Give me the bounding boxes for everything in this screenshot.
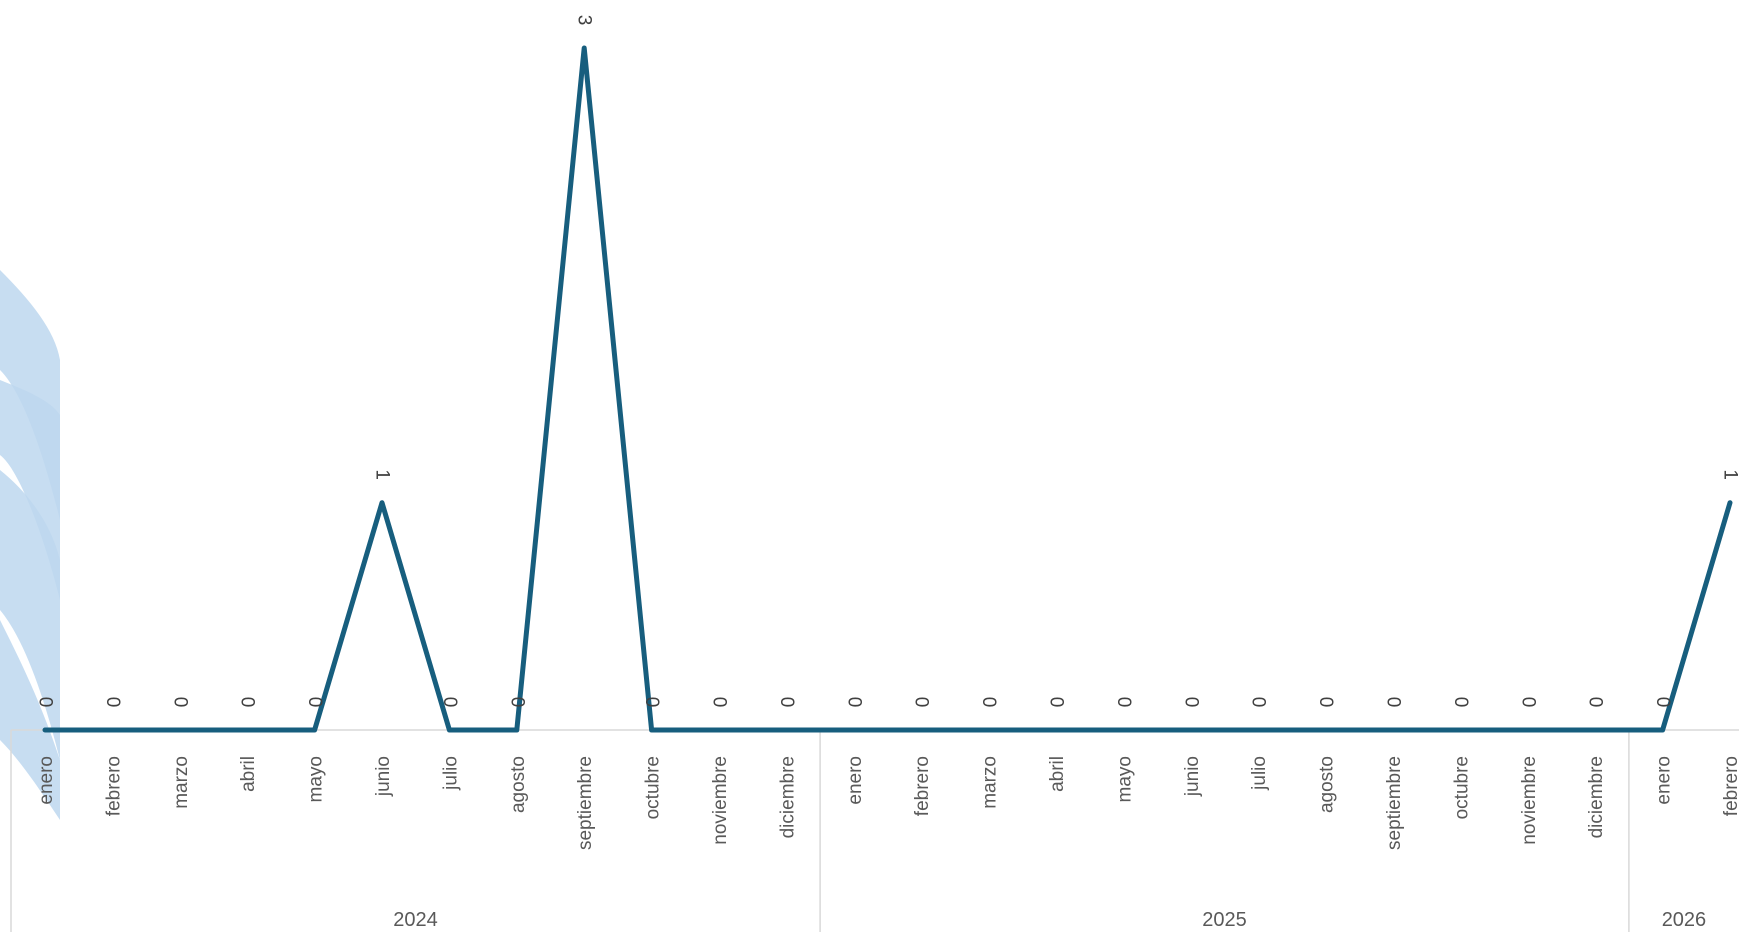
data-label: 0 — [304, 697, 325, 708]
data-label: 0 — [1315, 697, 1336, 708]
data-label: 0 — [102, 697, 123, 708]
watermark-logo — [0, 270, 60, 820]
year-label: 2024 — [393, 909, 438, 931]
data-label: 0 — [35, 697, 56, 708]
year-label-layer: 2024 2025 2026 — [393, 909, 1706, 931]
x-tick-label: julio — [440, 756, 461, 791]
x-tick-label: abril — [1047, 756, 1068, 792]
x-tick-label: octubre — [1451, 756, 1472, 819]
watermark-shape — [0, 470, 60, 760]
x-axis — [10, 729, 1739, 932]
x-tick-label: noviembre — [710, 756, 731, 845]
data-label: 0 — [843, 697, 864, 708]
x-tick-label: mayo — [306, 756, 327, 802]
data-label: 0 — [1450, 697, 1471, 708]
watermark-shape — [0, 620, 60, 820]
x-tick-label: abril — [238, 756, 259, 792]
x-tick-label: febrero — [912, 756, 933, 816]
x-tick-label: agosto — [1317, 756, 1338, 813]
data-label: 0 — [776, 697, 797, 708]
data-label: 0 — [641, 697, 662, 708]
data-label: 0 — [1652, 697, 1673, 708]
x-tick-label-layer: enero febrero marzo abril mayo junio julio agos… — [36, 756, 1739, 850]
x-tick-label: marzo — [171, 756, 192, 809]
data-label: 0 — [978, 697, 999, 708]
x-tick-label: junio — [1182, 756, 1203, 797]
year-label: 2026 — [1662, 909, 1707, 931]
x-tick-label: noviembre — [1519, 756, 1540, 845]
x-tick-label: octubre — [643, 756, 664, 819]
x-tick-label: junio — [373, 756, 394, 797]
data-label: 1 — [1720, 469, 1739, 480]
data-label: 0 — [1046, 697, 1067, 708]
data-label: 0 — [169, 697, 190, 708]
x-tick-label: diciembre — [777, 756, 798, 838]
data-label: 0 — [1517, 697, 1538, 708]
data-label: 0 — [1248, 697, 1269, 708]
x-tick-label: septiembre — [575, 756, 596, 850]
x-tick-label: enero — [36, 756, 57, 805]
x-tick-label: diciembre — [1586, 756, 1607, 838]
series-line — [42, 45, 1733, 733]
data-label: 1 — [372, 469, 393, 480]
data-label: 0 — [709, 697, 730, 708]
data-label-layer: 0 0 0 0 0 1 0 0 3 0 0 0 0 0 0 0 0 0 0 0 0 0 0 0 0 1 — [35, 15, 1739, 708]
x-tick-label: mayo — [1114, 756, 1135, 802]
x-tick-label: enero — [845, 756, 866, 805]
data-label: 0 — [1585, 697, 1606, 708]
data-label: 3 — [574, 15, 595, 26]
series-line-layer — [42, 45, 1733, 733]
x-tick-label: septiembre — [1384, 756, 1405, 850]
data-label: 0 — [1113, 697, 1134, 708]
data-label: 0 — [439, 697, 460, 708]
x-tick-label: febrero — [1721, 756, 1739, 816]
data-label: 0 — [911, 697, 932, 708]
x-tick-label: enero — [1654, 756, 1675, 805]
x-tick-label: febrero — [103, 756, 124, 816]
data-label: 0 — [237, 697, 258, 708]
data-label: 0 — [1383, 697, 1404, 708]
data-label: 0 — [506, 697, 527, 708]
data-label: 0 — [1180, 697, 1201, 708]
year-label: 2025 — [1202, 909, 1247, 931]
x-tick-label: julio — [1249, 756, 1270, 791]
x-tick-label: agosto — [508, 756, 529, 813]
x-tick-label: marzo — [980, 756, 1001, 809]
